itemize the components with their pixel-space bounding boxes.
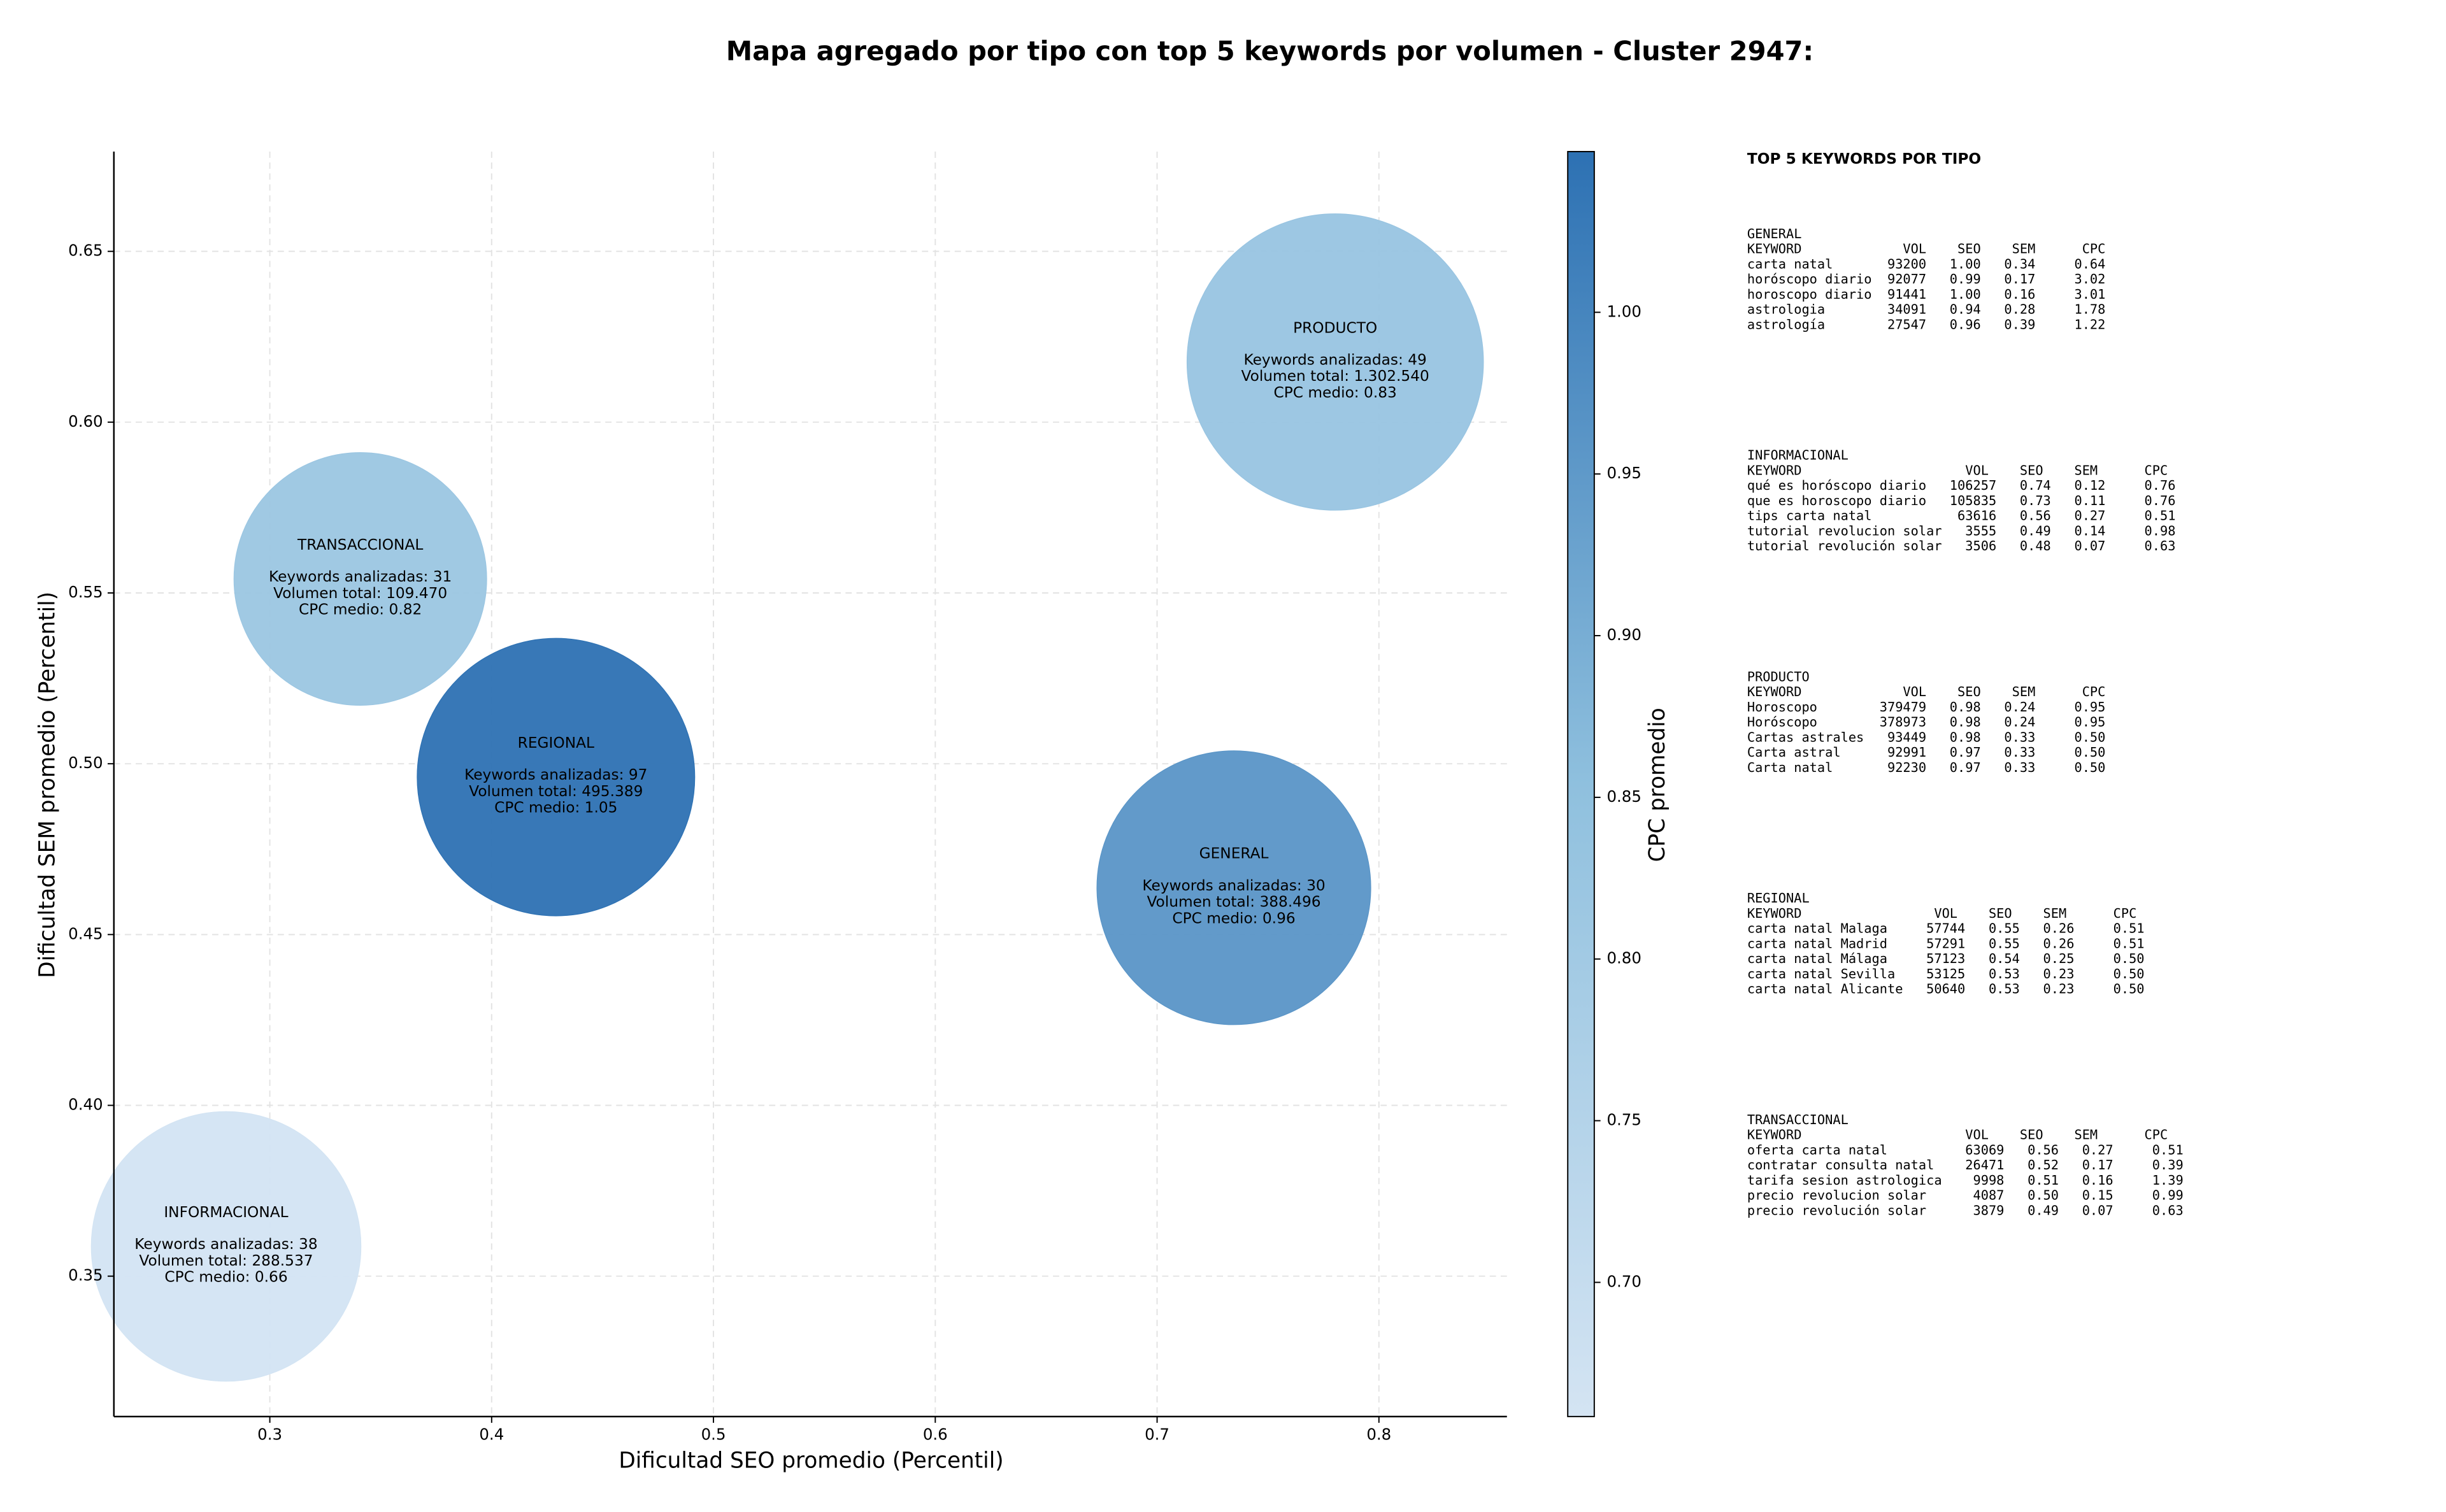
y-tick-label: 0.60 bbox=[68, 412, 103, 431]
table-line: Carta astral 92991 0.97 0.33 0.50 bbox=[1747, 745, 2106, 760]
bubble-annotation: Volumen total: 495.389 bbox=[469, 783, 643, 800]
table-line: astrología 27547 0.96 0.39 1.22 bbox=[1747, 317, 2106, 332]
table-line: tutorial revolucion solar 3555 0.49 0.14… bbox=[1747, 523, 2176, 538]
section-name: REGIONAL bbox=[1747, 890, 1810, 906]
table-line: tarifa sesion astrologica 9998 0.51 0.16… bbox=[1747, 1173, 2184, 1188]
table-title: TOP 5 KEYWORDS POR TIPO bbox=[1747, 150, 1981, 168]
y-axis-label: Dificultad SEM promedio (Percentil) bbox=[34, 592, 60, 978]
x-axis-label: Dificultad SEO promedio (Percentil) bbox=[619, 1448, 1003, 1474]
table-line: horóscopo diario 92077 0.99 0.17 3.02 bbox=[1747, 271, 2106, 287]
table-line: precio revolucion solar 4087 0.50 0.15 0… bbox=[1747, 1188, 2184, 1203]
y-tick-label: 0.65 bbox=[68, 241, 103, 260]
table-line: contratar consulta natal 26471 0.52 0.17… bbox=[1747, 1157, 2184, 1173]
table-line: carta natal Málaga 57123 0.54 0.25 0.50 bbox=[1747, 951, 2145, 966]
x-tick-label: 0.6 bbox=[923, 1425, 948, 1444]
bubble-annotation: Volumen total: 388.496 bbox=[1147, 894, 1320, 911]
bubble-annotation: Keywords analizadas: 30 bbox=[1142, 877, 1325, 894]
bubble-annotation: CPC medio: 0.66 bbox=[164, 1269, 287, 1286]
bubble-name: TRANSACCIONAL bbox=[297, 536, 423, 553]
y-tick-label: 0.55 bbox=[68, 583, 103, 601]
colorbar-tick-label: 0.70 bbox=[1606, 1272, 1641, 1290]
colorbar-tick-label: 0.90 bbox=[1606, 625, 1641, 644]
table-line: Horoscopo 379479 0.98 0.24 0.95 bbox=[1747, 699, 2106, 715]
x-tick-label: 0.5 bbox=[701, 1425, 726, 1444]
y-tick-label: 0.50 bbox=[68, 753, 103, 772]
bubble-name: PRODUCTO bbox=[1293, 319, 1377, 336]
table-line: KEYWORD VOL SEO SEM CPC bbox=[1747, 906, 2136, 921]
bubble bbox=[1186, 213, 1484, 511]
bubbles bbox=[90, 213, 1484, 1382]
bubble-annotation: CPC medio: 0.82 bbox=[299, 601, 422, 618]
bubble-annotation: Volumen total: 288.537 bbox=[139, 1252, 313, 1269]
table-line: KEYWORD VOL SEO SEM CPC bbox=[1747, 462, 2168, 478]
bubble-annotation: CPC medio: 1.05 bbox=[494, 799, 617, 817]
bubble-annotation: Keywords analizadas: 97 bbox=[464, 766, 647, 783]
bubble-annotation: CPC medio: 0.96 bbox=[1172, 909, 1295, 927]
table-line: tutorial revolución solar 3506 0.48 0.07… bbox=[1747, 538, 2176, 553]
bubble-name: GENERAL bbox=[1199, 845, 1269, 862]
table-line: KEYWORD VOL SEO SEM CPC bbox=[1747, 1127, 2168, 1143]
section-name: INFORMACIONAL bbox=[1747, 448, 1849, 463]
x-tick-label: 0.3 bbox=[257, 1425, 282, 1444]
table-line: KEYWORD VOL SEO SEM CPC bbox=[1747, 241, 2106, 257]
x-tick-label: 0.8 bbox=[1366, 1425, 1391, 1444]
table-line: carta natal 93200 1.00 0.34 0.64 bbox=[1747, 256, 2106, 271]
colorbar-tick-label: 0.95 bbox=[1606, 464, 1641, 482]
table-line: horoscopo diario 91441 1.00 0.16 3.01 bbox=[1747, 287, 2106, 302]
section-name: GENERAL bbox=[1747, 226, 1802, 241]
table-line: Carta natal 92230 0.97 0.33 0.50 bbox=[1747, 760, 2106, 775]
table-line: carta natal Sevilla 53125 0.53 0.23 0.50 bbox=[1747, 966, 2145, 981]
bubble-annotation: Keywords analizadas: 31 bbox=[269, 568, 452, 585]
bubble bbox=[1096, 750, 1371, 1025]
x-tick-label: 0.4 bbox=[479, 1425, 504, 1444]
bubble bbox=[233, 452, 487, 706]
bubble-annotation: CPC medio: 0.83 bbox=[1274, 384, 1397, 401]
table-line: carta natal Malaga 57744 0.55 0.26 0.51 bbox=[1747, 921, 2145, 936]
table-line: Cartas astrales 93449 0.98 0.33 0.50 bbox=[1747, 729, 2106, 745]
bubble-annotation: Keywords analizadas: 38 bbox=[134, 1236, 317, 1253]
bubble bbox=[417, 638, 696, 916]
table-line: oferta carta natal 63069 0.56 0.27 0.51 bbox=[1747, 1142, 2184, 1157]
table-line: precio revolución solar 3879 0.49 0.07 0… bbox=[1747, 1202, 2184, 1218]
bubble bbox=[90, 1111, 362, 1382]
bubble-annotation: Volumen total: 1.302.540 bbox=[1241, 367, 1429, 385]
bubble-name: REGIONAL bbox=[518, 734, 594, 752]
table-line: KEYWORD VOL SEO SEM CPC bbox=[1747, 684, 2106, 699]
chart-title: Mapa agregado por tipo con top 5 keyword… bbox=[726, 36, 1813, 67]
table-line: astrologia 34091 0.94 0.28 1.78 bbox=[1747, 302, 2106, 317]
table-line: qué es horóscopo diario 106257 0.74 0.12… bbox=[1747, 478, 2176, 493]
section-name: TRANSACCIONAL bbox=[1747, 1112, 1849, 1127]
y-tick-label: 0.40 bbox=[68, 1095, 103, 1114]
table-line: que es horoscopo diario 105835 0.73 0.11… bbox=[1747, 493, 2176, 508]
y-tick-label: 0.35 bbox=[68, 1266, 103, 1285]
colorbar-label: CPC promedio bbox=[1645, 708, 1670, 862]
colorbar-tick-label: 1.00 bbox=[1606, 302, 1641, 320]
colorbar bbox=[1567, 151, 1595, 1418]
table-line: carta natal Alicante 50640 0.53 0.23 0.5… bbox=[1747, 981, 2145, 997]
section-name: PRODUCTO bbox=[1747, 669, 1810, 684]
bubble-annotation: Volumen total: 109.470 bbox=[273, 585, 447, 602]
colorbar-tick-label: 0.85 bbox=[1606, 787, 1641, 806]
table-line: Horóscopo 378973 0.98 0.24 0.95 bbox=[1747, 715, 2106, 730]
table-line: carta natal Madrid 57291 0.55 0.26 0.51 bbox=[1747, 936, 2145, 951]
y-tick-label: 0.45 bbox=[68, 924, 103, 943]
colorbar-tick-label: 0.80 bbox=[1606, 949, 1641, 967]
x-tick-label: 0.7 bbox=[1145, 1425, 1169, 1444]
bubble-name: INFORMACIONAL bbox=[164, 1204, 288, 1221]
table-line: tips carta natal 63616 0.56 0.27 0.51 bbox=[1747, 508, 2176, 524]
bubble-annotation: Keywords analizadas: 49 bbox=[1244, 351, 1427, 368]
colorbar-tick-label: 0.75 bbox=[1606, 1111, 1641, 1129]
